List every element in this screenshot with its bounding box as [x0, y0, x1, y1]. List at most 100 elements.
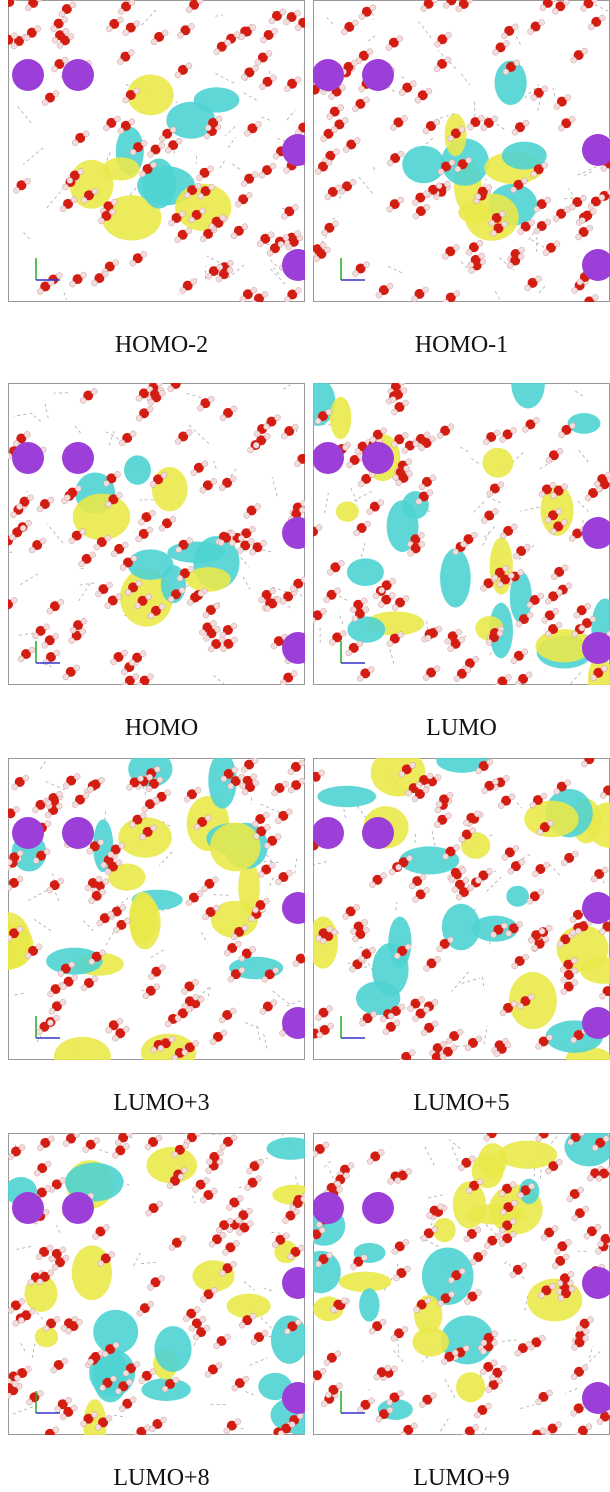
hydrogen: [283, 781, 289, 787]
hydrogen: [91, 280, 97, 286]
isosurface: [456, 1372, 485, 1402]
hydrogen: [585, 603, 591, 609]
panel-label: HOMO-2: [12, 332, 312, 359]
hydrogen: [162, 30, 168, 36]
hydrogen: [43, 1325, 49, 1331]
hydrogen: [269, 18, 275, 24]
hydrogen: [535, 1399, 541, 1405]
hydrogen: [231, 637, 237, 643]
hydrogen: [200, 487, 206, 493]
hydrogen: [206, 1159, 212, 1165]
hydrogen: [275, 834, 281, 840]
hydrogen: [95, 591, 101, 597]
hydrogen: [340, 630, 346, 636]
hydrogen: [518, 1192, 524, 1198]
hydrogen: [390, 397, 396, 403]
hydrogen: [568, 1271, 574, 1277]
hydrogen: [406, 459, 412, 465]
hydrogen: [168, 386, 174, 392]
hydrogen: [98, 218, 104, 224]
hydrogen: [425, 1298, 431, 1304]
hydrogen: [199, 629, 205, 635]
hydrogen: [148, 1284, 154, 1290]
isosurface: [498, 1141, 557, 1169]
hydrogen: [480, 1369, 486, 1375]
hydrogen: [220, 415, 226, 421]
hydrogen: [485, 1403, 491, 1409]
hydrogen: [116, 860, 122, 866]
hydrogen: [130, 1397, 136, 1403]
hydrogen: [587, 225, 593, 231]
hydrogen: [129, 822, 135, 828]
hydrogen: [103, 480, 109, 486]
hydrogen: [284, 167, 290, 173]
hydrogen: [70, 281, 76, 287]
hydrogen: [169, 220, 175, 226]
hydrogen: [553, 216, 559, 222]
hydrogen: [435, 956, 441, 962]
hydrogen: [486, 1387, 492, 1393]
hydrogen: [451, 1045, 457, 1051]
hydrogen: [197, 175, 203, 181]
hydrogen: [134, 21, 140, 27]
hydrogen: [571, 1374, 577, 1380]
hydrogen: [74, 774, 80, 780]
hydrogen: [225, 1334, 231, 1340]
hydrogen: [8, 935, 12, 941]
hydrogen: [583, 1335, 589, 1341]
hydrogen: [390, 124, 396, 130]
hydrogen: [230, 1008, 236, 1014]
hydrogen: [370, 437, 376, 443]
hydrogen: [214, 49, 220, 55]
hydrogen: [538, 1292, 544, 1298]
ion: [62, 817, 94, 849]
hydrogen: [327, 569, 333, 575]
hydrogen: [325, 194, 331, 200]
hydrogen: [532, 945, 538, 951]
hydrogen: [361, 598, 367, 604]
hydrogen: [11, 33, 17, 39]
hydrogen: [110, 659, 116, 665]
hydrogen: [184, 192, 190, 198]
hydrogen: [68, 33, 74, 39]
hydrogen: [151, 825, 157, 831]
hydrogen: [494, 430, 500, 436]
hydrogen: [569, 536, 575, 542]
hydrogen: [545, 219, 551, 225]
hydrogen: [154, 766, 160, 772]
hydrogen: [149, 1426, 155, 1432]
hydrogen: [72, 140, 78, 146]
hydrogen: [200, 1197, 206, 1203]
hydrogen: [220, 1144, 226, 1150]
hydrogen: [79, 561, 85, 567]
hydrogen: [33, 633, 39, 639]
hydrogen: [445, 57, 451, 63]
hydrogen: [408, 1006, 414, 1012]
hydrogen: [249, 526, 255, 532]
hydrogen: [102, 1351, 108, 1357]
hydrogen: [206, 1168, 212, 1174]
hydrogen: [313, 256, 319, 262]
hydrogen: [148, 974, 154, 980]
hydrogen: [117, 17, 123, 23]
hydrogen: [92, 1233, 98, 1239]
hydrogen: [570, 917, 576, 923]
hydrogen: [212, 1287, 218, 1293]
hydrogen: [63, 674, 69, 680]
hydrogen: [106, 582, 112, 588]
hydrogen: [225, 40, 231, 46]
hydrogen: [484, 1135, 490, 1141]
hydrogen: [183, 1316, 189, 1322]
hydrogen: [231, 1261, 237, 1267]
hydrogen: [342, 444, 348, 450]
hydrogen: [214, 626, 220, 632]
hydrogen: [424, 204, 430, 210]
panel-label: LUMO+5: [312, 1090, 610, 1117]
hydrogen: [393, 475, 399, 481]
hydrogen: [510, 1272, 516, 1278]
isosurface: [152, 467, 188, 511]
hydrogen: [572, 980, 578, 986]
hydrogen: [333, 149, 339, 155]
hydrogen: [186, 63, 192, 69]
hydrogen: [511, 658, 517, 664]
